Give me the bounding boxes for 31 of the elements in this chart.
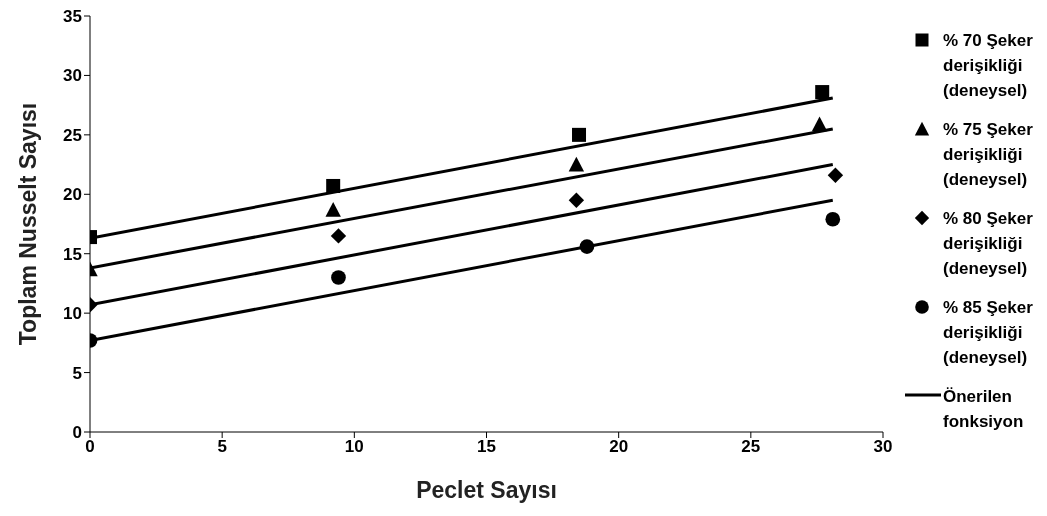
point <box>815 85 830 100</box>
x-tick-label: 5 <box>217 437 227 457</box>
y-tick-label: 30 <box>63 66 82 86</box>
point <box>568 156 585 172</box>
legend-label: % 70 Şeker derişikliği (deneysel) <box>943 30 1034 102</box>
y-axis-title: Toplam Nusselt Sayısı <box>15 102 42 346</box>
legend-label: % 80 Şeker derişikliği (deneysel) <box>943 208 1034 280</box>
x-tick-label: 25 <box>741 437 761 457</box>
point <box>568 192 585 208</box>
y-tick-label: 20 <box>63 185 82 205</box>
y-tick-label: 0 <box>72 423 82 443</box>
y-tick-label: 5 <box>72 363 82 383</box>
point <box>827 167 844 183</box>
point <box>331 270 346 285</box>
x-axis-title: Peclet Sayısı <box>416 477 557 503</box>
point <box>325 202 341 217</box>
x-tick-label: 10 <box>344 437 364 457</box>
x-tick-label: 15 <box>477 437 496 457</box>
point <box>572 127 587 142</box>
legend-label: % 85 Şeker derişikliği (deneysel) <box>943 297 1034 369</box>
x-tick-label: 30 <box>873 437 893 457</box>
x-tick-label: 0 <box>85 437 95 457</box>
point <box>825 211 841 227</box>
legend-label: Önerilen fonksiyon <box>943 386 1025 433</box>
y-tick-label: 15 <box>63 244 82 264</box>
point <box>330 228 347 244</box>
y-tick-label: 25 <box>63 125 82 145</box>
x-tick-label: 20 <box>609 437 629 457</box>
y-tick-label: 10 <box>63 304 82 324</box>
y-tick-label: 35 <box>63 7 82 27</box>
legend-label: % 75 Şeker derişikliği (deneysel) <box>943 119 1034 191</box>
